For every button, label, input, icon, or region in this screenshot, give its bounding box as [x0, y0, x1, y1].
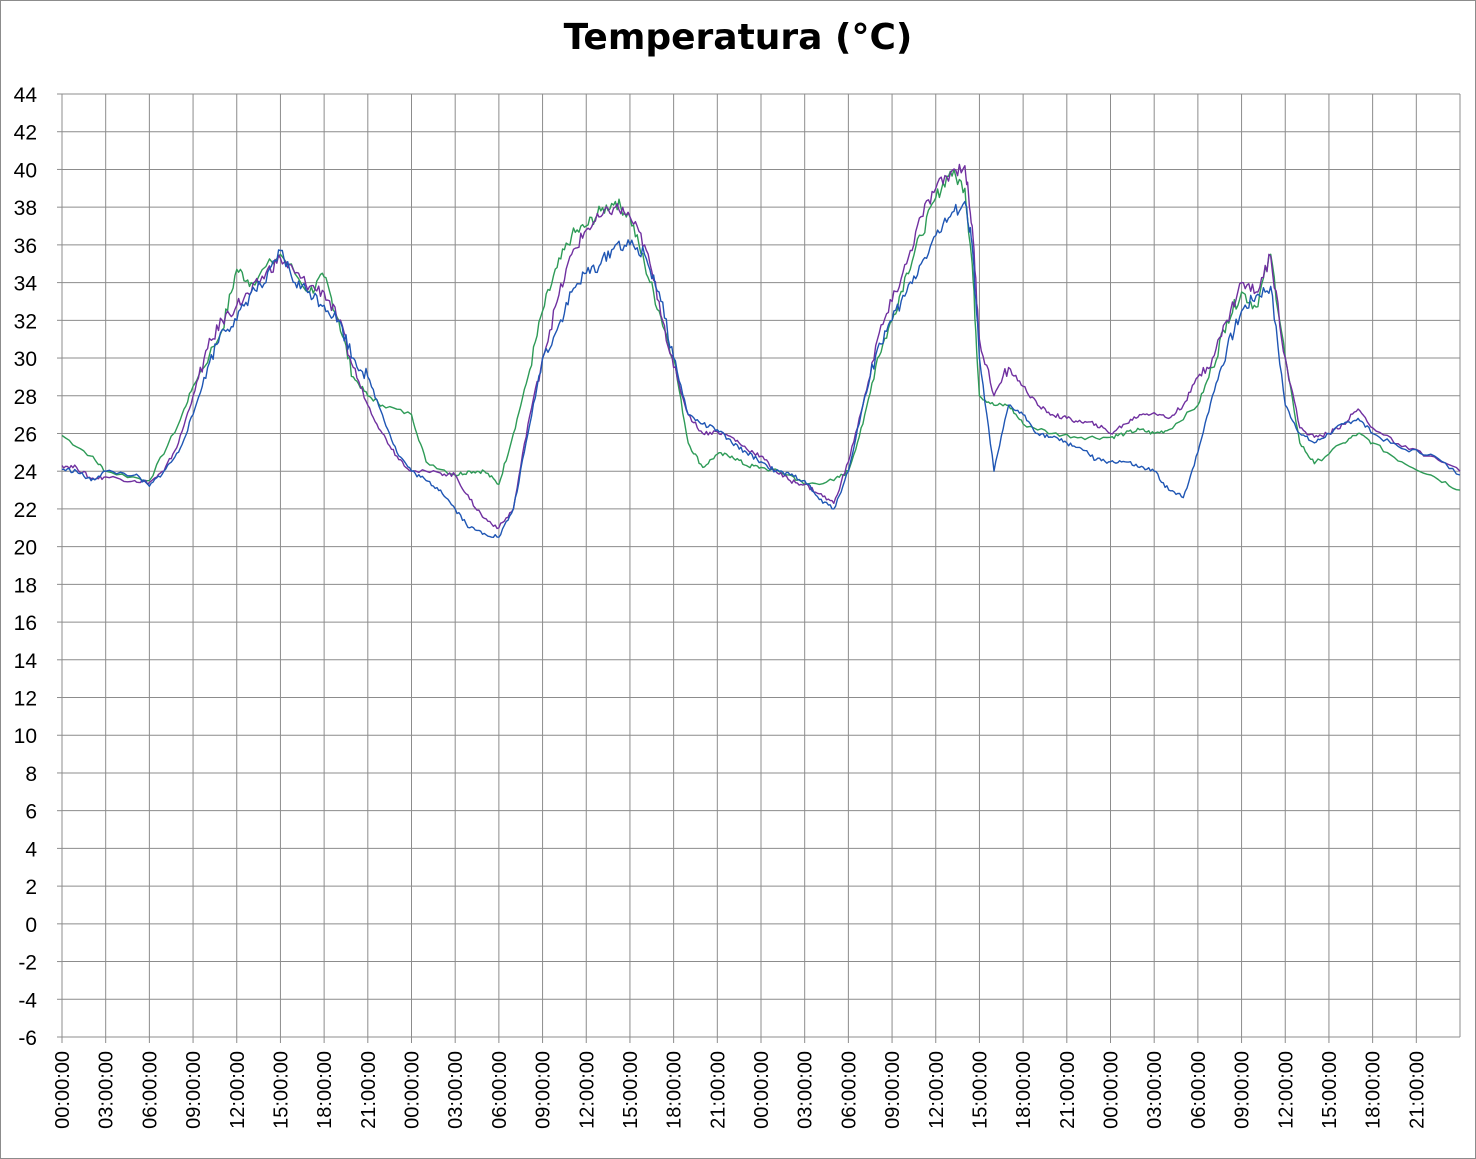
- grid-layer: [57, 93, 1461, 1043]
- y-tick-label: 0: [25, 914, 37, 937]
- y-tick-label: 16: [14, 612, 37, 635]
- x-tick-label: 06:00:00: [139, 1051, 161, 1129]
- x-tick-label: 00:00:00: [52, 1051, 74, 1129]
- x-tick-label: 15:00:00: [1319, 1051, 1341, 1129]
- x-tick-label: 06:00:00: [1188, 1051, 1210, 1129]
- y-tick-label: 14: [14, 650, 38, 673]
- x-tick-label: 18:00:00: [1363, 1051, 1385, 1129]
- y-tick-label: 38: [14, 197, 37, 220]
- series-line-1: [61, 168, 1461, 491]
- x-tick-label: 03:00:00: [96, 1051, 118, 1129]
- x-tick-label: 12:00:00: [576, 1051, 598, 1129]
- x-tick-label: 15:00:00: [620, 1051, 642, 1129]
- x-tick-label: 03:00:00: [445, 1051, 467, 1129]
- x-tick-label: 18:00:00: [314, 1051, 336, 1129]
- x-tick-label: 06:00:00: [838, 1051, 860, 1129]
- x-tick-label: 00:00:00: [1101, 1051, 1123, 1129]
- y-tick-label: 44: [14, 84, 38, 107]
- series-line-3: [61, 200, 1461, 538]
- x-tick-label: 09:00:00: [183, 1051, 205, 1129]
- y-tick-label: 4: [25, 838, 37, 861]
- x-tick-label: 21:00:00: [358, 1051, 380, 1129]
- x-tick-label: 09:00:00: [1232, 1051, 1254, 1129]
- y-tick-label: 36: [14, 235, 37, 258]
- y-tick-label: 22: [14, 499, 37, 522]
- y-tick-label: 40: [14, 159, 37, 182]
- y-tick-label: 28: [14, 386, 37, 409]
- y-tick-label: 12: [14, 688, 37, 711]
- x-axis-ticks: 00:00:00 03:00:00 06:00:00 09:00:00 12:00:00…: [52, 1051, 1428, 1129]
- series-layer: [61, 163, 1461, 538]
- y-tick-label: 34: [14, 273, 38, 296]
- y-tick-label: -6: [18, 1027, 37, 1050]
- x-tick-label: 21:00:00: [1057, 1051, 1079, 1129]
- y-axis-ticks: -6-4-20246810121416182022242628303234363…: [14, 84, 38, 1050]
- y-tick-label: 2: [25, 876, 37, 899]
- x-tick-label: 03:00:00: [795, 1051, 817, 1129]
- y-tick-label: 18: [14, 574, 37, 597]
- y-tick-label: 6: [25, 801, 37, 824]
- y-tick-label: 42: [14, 122, 37, 145]
- chart-title: Temperatura (°C): [563, 17, 913, 58]
- x-tick-label: 18:00:00: [1013, 1051, 1035, 1129]
- y-tick-label: 32: [14, 310, 37, 333]
- y-tick-label: -2: [18, 952, 37, 975]
- x-tick-label: 00:00:00: [751, 1051, 773, 1129]
- y-tick-label: 10: [14, 725, 37, 748]
- x-tick-label: 06:00:00: [489, 1051, 511, 1129]
- x-tick-label: 12:00:00: [227, 1051, 249, 1129]
- x-tick-label: 15:00:00: [969, 1051, 991, 1129]
- x-tick-label: 21:00:00: [1406, 1051, 1428, 1129]
- x-tick-label: 09:00:00: [533, 1051, 555, 1129]
- x-tick-label: 15:00:00: [270, 1051, 292, 1129]
- y-tick-label: 8: [25, 763, 37, 786]
- y-tick-label: -4: [18, 989, 37, 1012]
- x-tick-label: 18:00:00: [664, 1051, 686, 1129]
- y-tick-label: 30: [14, 348, 37, 371]
- x-tick-label: 00:00:00: [402, 1051, 424, 1129]
- x-tick-label: 09:00:00: [882, 1051, 904, 1129]
- series-line-2: [61, 163, 1461, 530]
- x-tick-label: 21:00:00: [707, 1051, 729, 1129]
- x-tick-label: 12:00:00: [926, 1051, 948, 1129]
- y-tick-label: 26: [14, 423, 37, 446]
- y-tick-label: 20: [14, 537, 37, 560]
- x-tick-label: 12:00:00: [1275, 1051, 1297, 1129]
- y-tick-label: 24: [14, 461, 38, 484]
- x-tick-label: 03:00:00: [1144, 1051, 1166, 1129]
